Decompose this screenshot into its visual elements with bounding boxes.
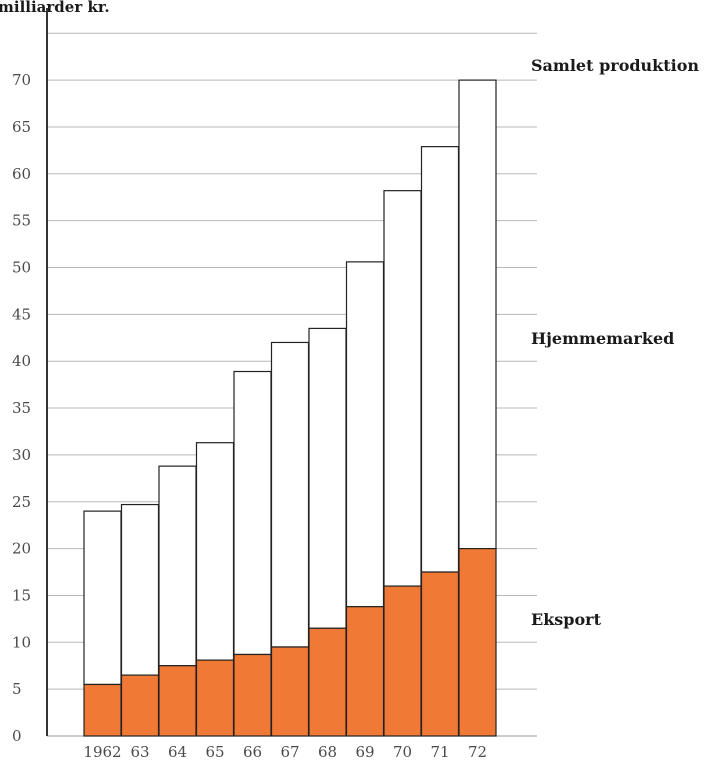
x-tick-label: 66 [243,743,262,761]
y-tick-label: 55 [12,212,31,230]
bar-hjemmemarked [120,503,160,676]
x-tick-label: 64 [168,743,187,761]
x-tick-label: 63 [130,743,149,761]
y-tick-label: 20 [12,540,31,558]
bar-hjemmemarked [458,79,497,550]
x-tick-label: 70 [393,743,412,761]
y-tick-label: 65 [12,118,31,136]
bar-hjemmemarked [83,510,122,686]
x-tick-label: 69 [355,743,374,761]
bar-hjemmemarked [308,327,347,629]
y-tick-label: 45 [12,305,31,323]
bar-eksport [270,646,310,737]
bars [83,79,497,737]
x-tick-label: 72 [468,743,487,761]
x-tick-label: 68 [318,743,337,761]
bar-eksport [345,606,385,737]
bar-hjemmemarked [233,370,272,656]
x-tick-label: 65 [205,743,224,761]
bar-hjemmemarked [420,146,460,573]
y-tick-label: 5 [12,680,22,698]
bar-hjemmemarked [195,442,235,661]
y-tick-label: 40 [12,352,31,370]
y-tick-label: 0 [12,727,22,745]
bar-eksport [83,683,122,737]
label-samlet-produktion: Samlet produktion [531,56,699,75]
bar-hjemmemarked [345,261,385,608]
y-tick-label: 10 [12,633,31,651]
bar-eksport [120,674,160,737]
y-axis-label: milliarder kr. [0,0,110,16]
y-tick-label: 15 [12,586,31,604]
x-tick-labels: 1962 63 64 65 66 67 68 69 70 71 72 [83,743,487,761]
bar-eksport [158,665,197,737]
label-eksport: Eksport [531,610,602,629]
bar-eksport [383,585,422,737]
bar-eksport [458,547,497,737]
y-tick-label: 25 [12,493,31,511]
y-tick-label: 50 [12,259,31,277]
bar-hjemmemarked [383,190,422,587]
x-tick-label: 1962 [83,743,121,761]
bar-eksport [420,571,460,737]
y-tick-label: 30 [12,446,31,464]
x-tick-label: 71 [430,743,449,761]
x-tick-label: 67 [280,743,299,761]
y-tick-label: 60 [12,165,31,183]
bar-eksport [233,653,272,737]
bar-hjemmemarked [270,341,310,648]
y-tick-label: 70 [12,71,31,89]
bar-eksport [195,659,235,737]
label-hjemmemarked: Hjemmemarked [531,329,674,348]
bar-hjemmemarked [158,465,197,667]
bar-eksport [308,627,347,737]
y-tick-labels: 0 5 10 15 20 25 30 35 40 45 50 55 60 65 70 [12,71,31,745]
y-tick-label: 35 [12,399,31,417]
